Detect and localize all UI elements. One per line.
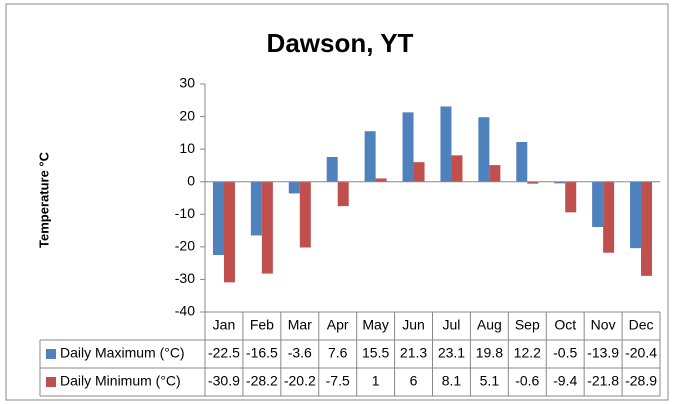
chart-title: Dawson, YT [267,28,414,58]
x-tick-label: Mar [288,317,312,333]
bar [489,165,501,182]
x-tick-label: Apr [327,317,349,333]
y-tick-label: 30 [179,75,195,91]
bar [440,106,452,182]
table-value: -9.4 [553,373,577,389]
bar [375,178,387,182]
legend-key [46,349,56,359]
y-tick-label: -40 [175,303,195,319]
legend-label: Daily Minimum (°C) [60,373,181,389]
table-value: 15.5 [362,345,389,361]
bar [592,181,604,227]
bar [630,181,642,249]
bar [402,112,414,182]
table-value: 8.1 [442,373,462,389]
bar [565,181,577,213]
bar [516,141,528,182]
table-value: 12.2 [514,345,541,361]
y-axis-label: Temperature °C [36,151,51,248]
y-tick-label: -10 [175,205,195,221]
x-tick-label: Jan [213,317,236,333]
table-value: -3.6 [288,345,312,361]
table-value: 1 [372,373,380,389]
table-value: 6 [410,373,418,389]
x-tick-label: Jul [443,317,461,333]
table-value: -16.5 [246,345,278,361]
table-value: 7.6 [328,345,348,361]
x-tick-label: Dec [629,317,654,333]
x-tick-label: Aug [477,317,502,333]
table-value: -28.2 [246,373,278,389]
x-tick-label: Feb [250,317,274,333]
table-value: -21.8 [587,373,619,389]
bar [250,181,262,236]
table-value: 21.3 [400,345,427,361]
table-value: -20.4 [625,345,657,361]
bar [527,181,539,184]
bar [223,181,235,283]
x-tick-label: Jun [402,317,425,333]
bar [299,181,311,248]
y-tick-label: 0 [187,172,195,188]
bar [337,181,349,207]
x-tick-label: Oct [554,317,576,333]
bar [261,181,273,274]
bar [413,162,425,182]
table-value: 23.1 [438,345,465,361]
x-tick-label: Nov [591,317,616,333]
y-tick-label: -30 [175,270,195,286]
y-tick-label: 20 [179,107,195,123]
table-value: -30.9 [208,373,240,389]
bar [364,131,376,182]
bar [641,181,653,276]
bar [288,181,300,194]
table-value: 19.8 [476,345,503,361]
table-value: -13.9 [587,345,619,361]
table-value: -20.2 [284,373,316,389]
table-value: -28.9 [625,373,657,389]
table-value: -22.5 [208,345,240,361]
bar [603,181,615,253]
bar [478,117,490,182]
x-tick-label: Sep [515,317,540,333]
table-value: 5.1 [480,373,500,389]
table-value: -0.5 [553,345,577,361]
legend-label: Daily Maximum (°C) [60,345,185,361]
bar [554,181,566,184]
y-tick-label: -20 [175,238,195,254]
bar [212,181,224,255]
y-tick-label: 10 [179,140,195,156]
table-value: -0.6 [515,373,539,389]
bar [451,155,463,182]
chart-frame [5,3,669,401]
x-tick-label: May [362,317,388,333]
legend-key [46,377,56,387]
table-value: -7.5 [326,373,350,389]
bar [326,156,338,182]
